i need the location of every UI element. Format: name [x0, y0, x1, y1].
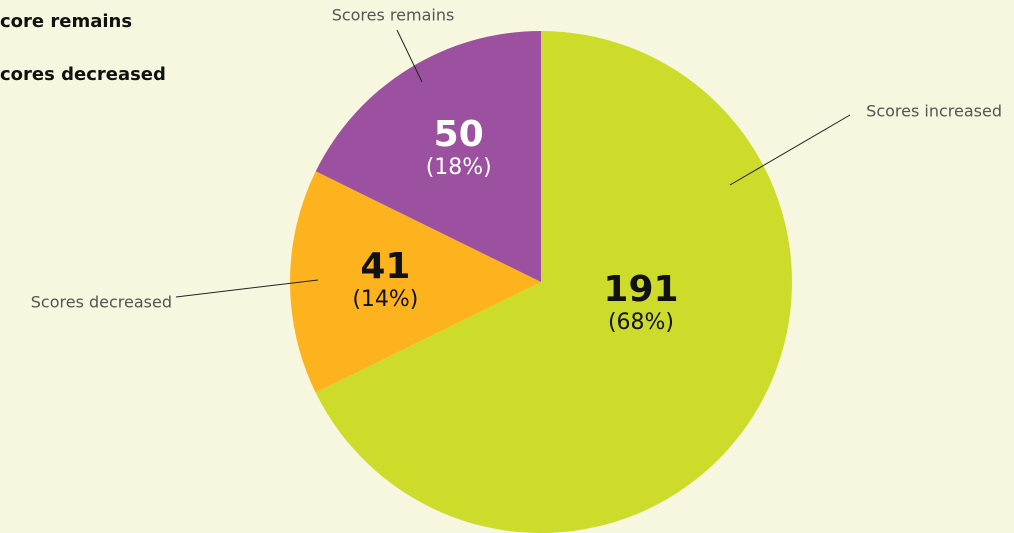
legend-text: cores decreased — [0, 64, 166, 85]
slice-annotation: Scores decreased — [31, 293, 172, 312]
percent-label: (68%) — [608, 310, 674, 335]
percent-label: (18%) — [426, 155, 492, 180]
legend-text: core remains — [0, 11, 132, 32]
pie-slice — [315, 31, 793, 533]
value-label: 41 — [360, 246, 410, 287]
pie-slice — [315, 31, 541, 282]
value-label: 191 — [603, 269, 678, 310]
slice-annotation: Scores remains — [332, 6, 455, 25]
percent-label: (14%) — [352, 287, 418, 312]
leader-line — [396, 29, 423, 83]
value-label: 50 — [434, 114, 484, 155]
leader-line — [175, 279, 319, 298]
pie-slice — [290, 171, 541, 393]
leader-line — [729, 114, 851, 186]
slice-annotation: Scores increased — [866, 102, 1002, 121]
